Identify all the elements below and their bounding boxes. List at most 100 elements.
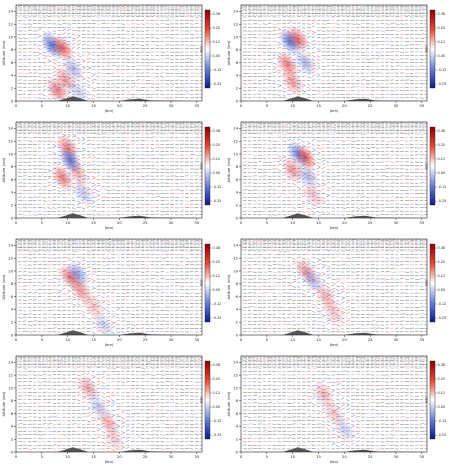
colorbar-label: m/s [200,280,204,286]
colorbar-tick-label: 0.00 [213,405,221,409]
colorbar-label: m/s [200,163,204,169]
plot-content [241,356,427,452]
x-axis-label: (km) [105,459,114,464]
y-tick-label: 6 [236,60,239,65]
y-axis-label: Altitude (km) [226,274,231,299]
colorbar-tick-label: 0.25 [438,377,446,381]
colorbar-tick-label: -0.12 [213,302,222,306]
anomaly-cell [66,159,90,187]
colorbar-tick-label: 0.00 [438,405,446,409]
x-tick-label: 5 [41,103,44,108]
y-tick-label: 2 [11,320,14,325]
y-axis-label: Altitude (km) [226,391,231,416]
anomaly-cell [61,55,85,83]
colorbar-tick-label: 0.38 [213,363,221,367]
y-tick-label: 14 [8,9,13,14]
y-tick-label: 4 [236,307,239,312]
colorbar-tick-label: -0.25 [438,316,447,320]
x-tick-label: 15 [91,454,96,459]
colorbar-tick-label: 0.00 [438,54,446,58]
y-tick-label: 8 [236,281,239,286]
panel-7: 0 2 4 6 8 10 12 14 0 5 10 15 20 25 30 35 Altitude (km) (k… [0,351,225,468]
x-tick-label: 5 [266,220,269,225]
x-tick-label: 20 [117,454,122,459]
x-tick-label: 25 [143,220,148,225]
y-tick-label: 12 [8,22,13,27]
x-tick-label: 25 [368,454,373,459]
x-tick-label: 35 [419,103,424,108]
x-tick-label: 10 [65,103,70,108]
x-tick-label: 30 [394,337,399,342]
x-tick-label: 30 [169,454,174,459]
x-tick-label: 35 [194,454,199,459]
x-tick-label: 0 [240,220,243,225]
y-tick-label: 0 [11,215,14,220]
wind-vectors [16,5,202,100]
x-axis-label: (km) [330,225,339,230]
x-tick-label: 25 [143,454,148,459]
x-tick-label: 35 [419,220,424,225]
y-tick-label: 2 [236,437,239,442]
colorbar-tick-label: 0.00 [213,288,221,292]
x-tick-label: 20 [117,103,122,108]
colorbar-tick-label: 0.25 [213,377,221,381]
colorbar-tick-label: -0.12 [438,185,447,189]
x-tick-label: 5 [266,337,269,342]
colorbar-tick-label: -0.12 [213,185,222,189]
y-tick-label: 14 [233,360,238,365]
terrain [241,96,427,101]
terrain [16,447,202,452]
x-tick-label: 30 [169,337,174,342]
wind-vectors [241,5,427,99]
x-tick-label: 15 [91,103,96,108]
y-tick-label: 6 [11,177,14,182]
colorbar [204,360,211,440]
x-tick-label: 0 [240,454,243,459]
x-tick-label: 5 [41,454,44,459]
anomaly-cell [51,34,74,62]
y-tick-label: 12 [233,373,238,378]
panel-5: 0 2 4 6 8 10 12 14 0 5 10 15 20 25 30 35 Altitude (km) (k… [0,234,225,351]
colorbar-label: m/s [200,397,204,403]
y-tick-label: 14 [233,126,238,131]
x-tick-label: 0 [15,103,18,108]
plot-content [16,5,202,101]
colorbar-tick-label: -0.25 [213,433,222,437]
x-tick-label: 20 [342,103,347,108]
x-tick-label: 10 [65,454,70,459]
y-tick-label: 0 [11,332,14,337]
y-tick-label: 4 [236,190,239,195]
plot-content [16,239,202,335]
plot-content [241,5,427,101]
colorbar-tick-label: 0.12 [438,391,446,395]
x-tick-label: 10 [65,337,70,342]
panel-4-chart: 0 2 4 6 8 10 12 14 0 5 10 15 20 25 30 35 Altitude (km) (k… [226,121,447,230]
x-tick-label: 20 [117,337,122,342]
colorbar-tick-label: 0.00 [438,288,446,292]
colorbar-tick-label: 0.25 [438,260,446,264]
terrain [16,96,202,101]
y-tick-label: 10 [233,268,238,273]
colorbar-label: m/s [425,280,429,286]
plot-content [241,239,427,335]
y-axis-label: Altitude (km) [1,40,6,65]
y-tick-label: 6 [236,177,239,182]
colorbar-label: m/s [425,46,429,52]
colorbar-tick-label: -0.12 [213,68,222,72]
y-tick-label: 8 [11,398,14,403]
x-tick-label: 20 [342,220,347,225]
x-axis-label: (km) [105,108,114,113]
y-tick-label: 4 [236,73,239,78]
terrain [241,213,427,218]
panel-8: 0 2 4 6 8 10 12 14 0 5 10 15 20 25 30 35 Altitude (km) (k… [225,351,450,468]
colorbar [429,9,436,89]
y-tick-label: 2 [11,437,14,442]
y-tick-label: 4 [236,424,239,429]
y-tick-label: 14 [8,126,13,131]
y-axis-label: Altitude (km) [226,157,231,182]
panel-3-chart: 0 2 4 6 8 10 12 14 0 5 10 15 20 25 30 35 Altitude (km) (k… [1,121,222,230]
y-tick-label: 12 [8,139,13,144]
y-tick-label: 14 [233,243,238,248]
y-tick-label: 0 [236,98,239,103]
